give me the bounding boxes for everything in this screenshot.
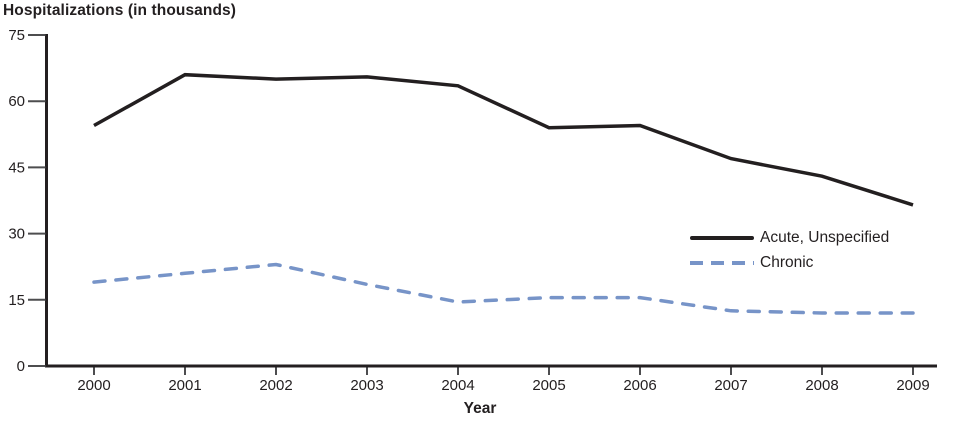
x-tick-label: 2007 [714, 377, 747, 394]
y-tick-label: 75 [8, 27, 25, 44]
x-tick-label: 2001 [168, 377, 201, 394]
legend: Acute, Unspecified Chronic [690, 225, 889, 275]
y-tick-label: 60 [8, 93, 25, 110]
x-tick-label: 2006 [623, 377, 656, 394]
chart-title: Hospitalizations (in thousands) [3, 2, 237, 19]
y-tick-label: 15 [8, 292, 25, 309]
x-tick-label: 2000 [77, 377, 110, 394]
legend-item-acute-unspecified: Acute, Unspecified [690, 225, 889, 250]
legend-label-chronic: Chronic [760, 253, 814, 271]
x-tick-label: 2002 [259, 377, 292, 394]
x-tick-label: 2003 [350, 377, 383, 394]
x-tick-label: 2009 [896, 377, 929, 394]
legend-label-acute-unspecified: Acute, Unspecified [760, 228, 890, 246]
chronic-line [92, 262, 915, 315]
y-tick-label: 0 [17, 358, 25, 375]
y-tick-label: 45 [8, 159, 25, 176]
x-tick-label: 2008 [805, 377, 838, 394]
x-tick-label: 2004 [441, 377, 474, 394]
chronic-line-swatch-icon [690, 260, 754, 265]
acute-line-swatch-icon [690, 235, 754, 240]
y-tick-label: 30 [8, 226, 25, 243]
x-tick-label: 2005 [532, 377, 565, 394]
x-axis-title: Year [463, 400, 497, 417]
acute-unspecified-line [93, 72, 914, 207]
legend-item-chronic: Chronic [690, 250, 889, 275]
